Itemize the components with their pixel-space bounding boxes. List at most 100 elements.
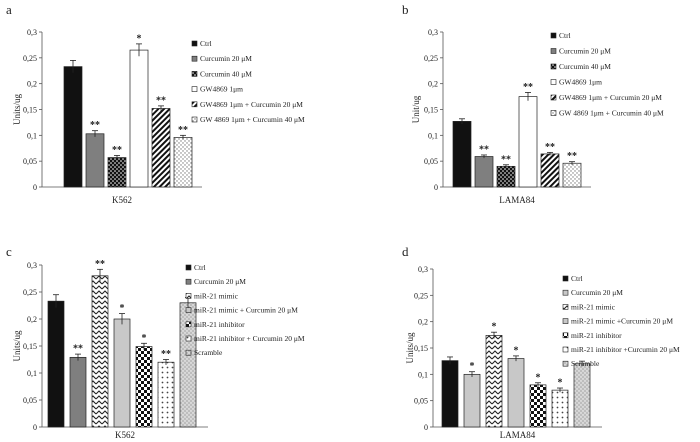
bar (573, 363, 591, 428)
significance-label: * (142, 333, 147, 344)
bar (485, 335, 503, 428)
legend-entry: GW 4869 1μm + Curcumin 40 μM (200, 115, 305, 124)
significance-label: ** (501, 154, 511, 165)
significance-label: ** (178, 125, 188, 136)
legend-swatch (550, 32, 557, 39)
y-tick-label: 0,05 (23, 157, 37, 166)
bar (107, 157, 127, 188)
legend-entry: Curcumin 40 μM (559, 62, 611, 71)
bar (562, 162, 582, 188)
legend-swatch (562, 346, 569, 353)
legend-entry: Curcumin 20 μM (559, 47, 611, 56)
legend-entry: miR-21 inhibitor +Curcumin 20 μM (571, 345, 680, 354)
legend-swatch (550, 110, 557, 116)
significance-label: * (514, 345, 519, 356)
legend-entry: Curcumin 20 μM (200, 54, 252, 63)
y-tick-label: 0,2 (418, 318, 428, 327)
significance-label: ** (479, 144, 489, 155)
x-axis-label: K562 (115, 430, 135, 440)
panel-label: b (402, 2, 409, 17)
y-tick-label: 0,15 (23, 106, 37, 115)
legend-entry: miR-21 mimic + Curcumin 20 μM (194, 306, 298, 315)
y-axis-label: Units/ug (12, 330, 22, 362)
y-tick-label: 0,15 (414, 344, 428, 353)
legend-entry: miR-21 mimic +Curcumin 20 μM (571, 317, 673, 326)
significance-label: * (492, 322, 497, 333)
legend-swatch (191, 40, 198, 47)
bar (474, 156, 494, 188)
x-axis-label: LAMA84 (499, 195, 535, 205)
y-tick-label: 0,15 (23, 342, 37, 351)
legend-swatch (191, 55, 198, 62)
y-tick-label: 0,1 (418, 370, 428, 379)
bar (157, 361, 175, 428)
legend-entry: Scramble (571, 359, 600, 368)
legend-entry: GW4869 1μm (200, 85, 243, 94)
legend-swatch (562, 275, 569, 282)
significance-label: ** (523, 82, 533, 93)
chart-panel-c: c00,050,10,150,20,250,3Units/ugK562*****… (6, 244, 305, 440)
significance-label: ** (545, 142, 555, 153)
legend-swatch (191, 116, 198, 123)
y-tick-label: 0,3 (27, 261, 37, 270)
legend-swatch (185, 335, 192, 342)
legend-swatch (185, 307, 192, 313)
significance-label: * (470, 361, 475, 372)
y-tick-label: 0 (424, 423, 428, 432)
legend-entry: GW 4869 1μm + Curcumin 40 μM (559, 109, 664, 118)
y-axis-label: Units/ug (405, 332, 415, 364)
bar (452, 121, 472, 188)
legend: Ctrl Curcumin 20 μM miR-21 mimic miR-21 mim… (185, 263, 305, 357)
chart-panel-d: d 0 0,05 0,1 0,15 0,2 0,25 0,3 Units/ug LAMA84 * * *… (402, 244, 680, 440)
legend-swatch (191, 71, 198, 77)
y-tick-label: 0,3 (418, 265, 428, 274)
legend-entry: Scramble (194, 348, 223, 357)
significance-label: ** (95, 259, 105, 270)
legend-swatch (185, 349, 192, 356)
legend-swatch (550, 94, 557, 101)
y-tick-label: 0,25 (414, 291, 428, 300)
panel-label: a (6, 2, 12, 17)
legend-swatch (550, 79, 557, 85)
y-tick-label: 0,05 (414, 397, 428, 406)
bar (113, 318, 131, 428)
significance-label: * (558, 378, 563, 389)
bar (135, 346, 153, 428)
y-tick-label: 0 (434, 183, 438, 192)
legend-swatch (185, 264, 192, 271)
legend-entry: Curcumin 20 μM (194, 277, 246, 286)
legend-swatch (550, 63, 557, 70)
legend-swatch (562, 360, 569, 367)
bar (91, 275, 109, 428)
legend-swatch (562, 304, 569, 310)
significance-label: * (120, 303, 125, 314)
significance-label: ** (161, 349, 171, 360)
y-tick-label: 0,3 (27, 28, 37, 37)
y-tick-label: 0,1 (428, 131, 438, 140)
y-tick-label: 0,25 (23, 54, 37, 63)
legend-entry: Ctrl (194, 263, 206, 272)
y-tick-label: 0,25 (23, 288, 37, 297)
bar (463, 373, 481, 428)
bar (518, 96, 538, 188)
legend-swatch (191, 101, 198, 108)
bar (540, 153, 560, 188)
significance-label: * (536, 372, 541, 383)
legend-entry: miR-21 inhibitor + Curcumin 20 μM (194, 334, 305, 343)
significance-label: ** (156, 95, 166, 106)
legend-entry: Ctrl (200, 39, 212, 48)
chart-panel-a: a00,050,10,150,20,250,3Units/ugK562*****… (6, 2, 305, 205)
legend-swatch (185, 278, 192, 285)
y-tick-label: 0 (33, 423, 37, 432)
legend-swatch (185, 321, 192, 328)
x-axis-label: K562 (112, 195, 132, 205)
legend-swatch (562, 289, 569, 296)
y-tick-label: 0 (33, 183, 37, 192)
bar (47, 300, 65, 428)
bar (63, 66, 83, 188)
y-axis-label: Units/ug (12, 94, 22, 126)
significance-label: ** (73, 344, 83, 355)
bar (529, 384, 547, 428)
x-axis-label: LAMA84 (500, 430, 536, 440)
